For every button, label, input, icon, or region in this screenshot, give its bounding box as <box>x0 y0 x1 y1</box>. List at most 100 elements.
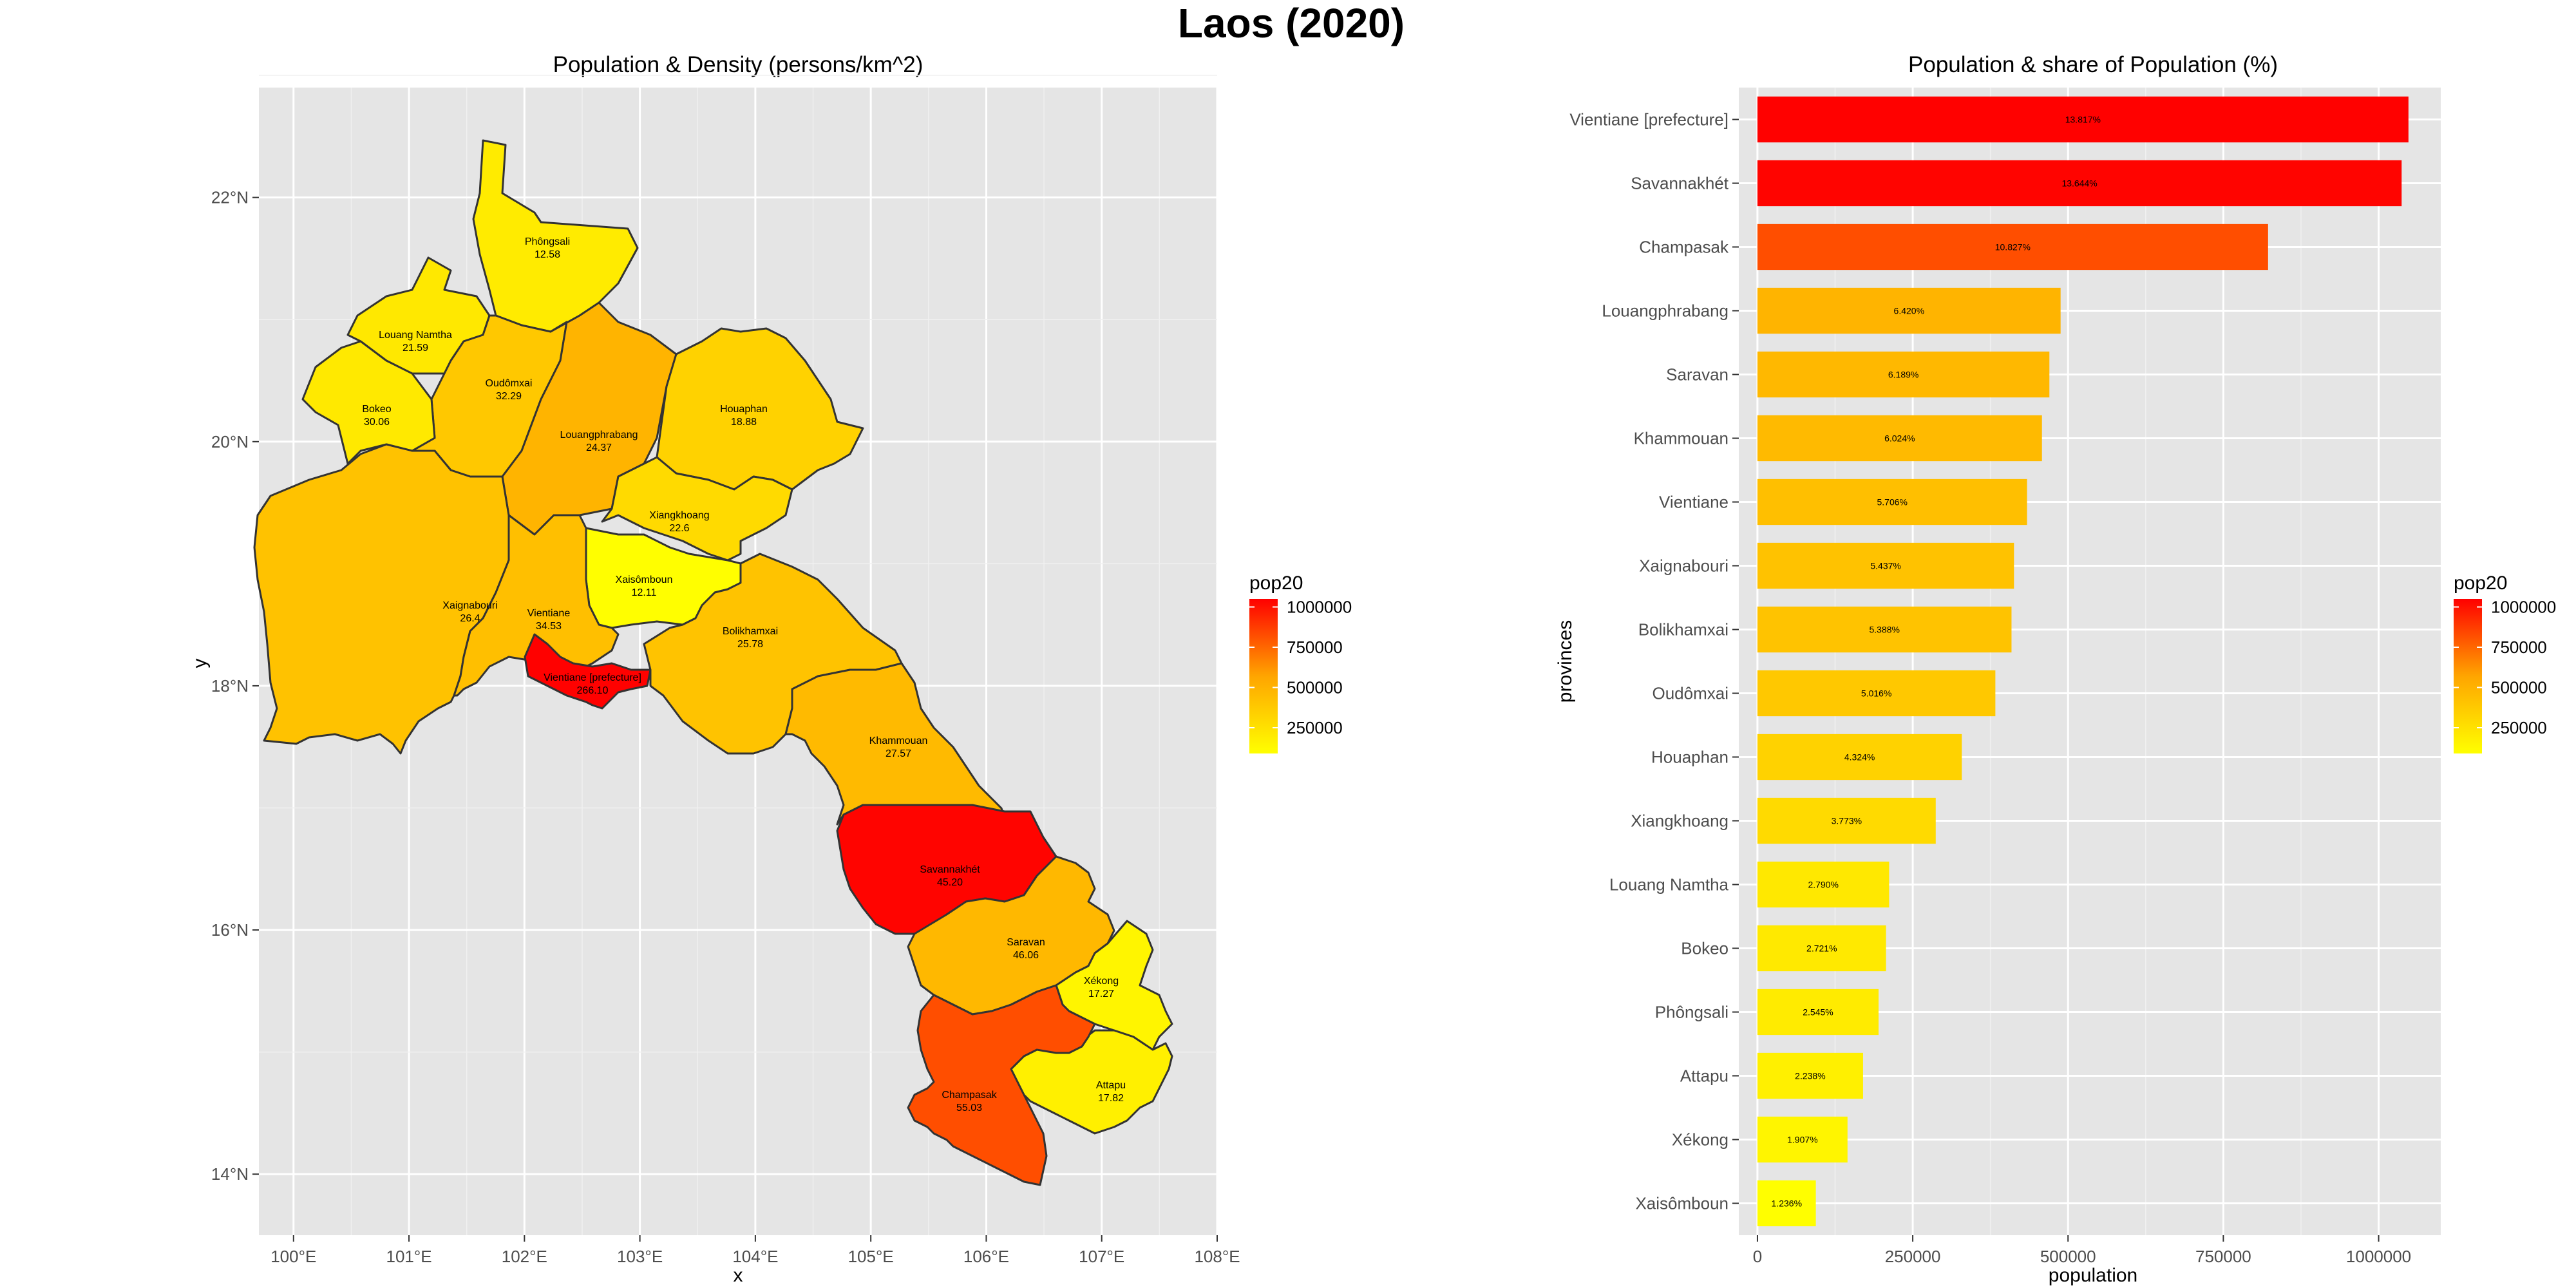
province-density-label: 12.58 <box>535 249 560 260</box>
province-xiangkhoang[interactable] <box>601 456 793 562</box>
bar[interactable] <box>1757 1052 1863 1099</box>
province-champasak[interactable] <box>907 984 1096 1186</box>
bar-share-label: 13.644% <box>2061 178 2097 189</box>
bar[interactable] <box>1757 670 1996 717</box>
bar-share-label: 5.016% <box>1861 688 1891 699</box>
bar[interactable] <box>1757 1180 1816 1227</box>
bar[interactable] <box>1757 415 2042 462</box>
map-x-tick-label: 108°E <box>1194 1247 1240 1266</box>
province-density-label: 26.4 <box>460 613 480 624</box>
bar-category-label: Bokeo <box>1681 939 1728 958</box>
bar-y-axis-title: provinces <box>1555 620 1576 703</box>
bar-share-label: 6.420% <box>1894 306 1924 316</box>
province-density-label: 55.03 <box>956 1103 982 1113</box>
bar[interactable] <box>1757 1116 1848 1163</box>
bar[interactable] <box>1757 861 1889 908</box>
province-vientiane-prefecture[interactable] <box>524 633 652 710</box>
bar-share-label: 4.324% <box>1844 752 1875 762</box>
province-name-label: Xékong <box>1084 976 1119 987</box>
legend-tick-label: 750000 <box>1287 638 1343 657</box>
province-density-label: 25.78 <box>737 639 763 650</box>
map-x-tick-label: 107°E <box>1079 1247 1124 1266</box>
province-name-label: Saravan <box>1007 937 1045 948</box>
bar-share-label: 1.236% <box>1772 1198 1802 1209</box>
bar-category-label: Saravan <box>1666 365 1728 384</box>
legend-tick-label: 1000000 <box>2491 598 2556 617</box>
province-name-label: Savannakhét <box>920 864 980 875</box>
bar-x-axis: 0 250000 500000 750000 1000000 <box>1753 1235 2411 1266</box>
map-regions <box>253 139 1173 1186</box>
province-density-label: 17.27 <box>1088 989 1114 999</box>
bar-x-tick-label: 500000 <box>2040 1247 2096 1266</box>
bar-share-label: 6.189% <box>1888 370 1918 380</box>
map-x-tick-label: 102°E <box>502 1247 547 1266</box>
bar-category-label: Xékong <box>1672 1130 1728 1150</box>
bar[interactable] <box>1757 287 2061 334</box>
province-name-label: Vientiane [prefecture] <box>544 672 641 683</box>
bar-share-label: 2.721% <box>1806 943 1837 954</box>
province-name-label: Khammouan <box>869 735 928 746</box>
bar-category-label: Savannakhét <box>1631 174 1729 193</box>
map-legend: pop20 1000000 750000 500000 250000 <box>1249 573 1352 753</box>
province-density-label: 12.11 <box>632 587 657 598</box>
province-name-label: Vientiane <box>527 608 571 619</box>
bar-x-tick-label: 750000 <box>2195 1247 2251 1266</box>
bar-category-label: Attapu <box>1680 1066 1728 1086</box>
bar-category-label: Khammouan <box>1634 429 1728 448</box>
map-y-tick-label: 22°N <box>211 188 249 207</box>
bar-x-axis-title: population <box>2049 1265 2137 1286</box>
bar-legend-colorbar <box>2454 599 2482 753</box>
province-density-label: 18.88 <box>731 417 757 428</box>
province-name-label: Louangphrabang <box>560 430 638 440</box>
bar[interactable] <box>1757 223 2268 270</box>
map-x-tick-label: 105°E <box>848 1247 894 1266</box>
map-x-axis: 100°E 101°E 102°E 103°E 104°E 105°E 106°E 107°E… <box>270 1235 1240 1266</box>
bar-chart: Population & share of Population (%) 13.… <box>1555 52 2441 1286</box>
bar-share-label: 2.238% <box>1795 1071 1825 1081</box>
bar-category-label: Vientiane [prefecture] <box>1569 110 1728 129</box>
province-name-label: Attapu <box>1096 1080 1126 1091</box>
bar[interactable] <box>1757 734 1962 781</box>
province-name-label: Xiangkhoang <box>649 510 709 521</box>
bar-category-label: Louangphrabang <box>1602 301 1728 321</box>
map-y-tick-label: 20°N <box>211 432 249 451</box>
bar-bars <box>1757 96 2409 1227</box>
map-y-axis-title: y <box>189 659 211 668</box>
bar-category-label: Bolikhamxai <box>1638 620 1728 639</box>
bar[interactable] <box>1757 542 2014 589</box>
main-title: Laos (2020) <box>1178 0 1405 46</box>
province-name-label: Xaisômboun <box>616 574 673 585</box>
bar[interactable] <box>1757 160 2402 207</box>
bar-category-label: Vientiane <box>1659 493 1728 512</box>
province-density-label: 22.6 <box>669 523 689 534</box>
bar-share-label: 13.817% <box>2065 115 2101 125</box>
bar[interactable] <box>1757 96 2409 143</box>
province-bokeo[interactable] <box>301 340 436 465</box>
bar-share-label: 5.388% <box>1869 625 1899 635</box>
bar-category-label: Oudômxai <box>1653 684 1729 703</box>
province-density-label: 45.20 <box>937 877 963 888</box>
map-y-tick-label: 18°N <box>211 676 249 696</box>
map-x-tick-label: 106°E <box>963 1247 1009 1266</box>
bar-share-label: 1.907% <box>1787 1135 1817 1145</box>
bar[interactable] <box>1757 606 2012 653</box>
province-density-label: 30.06 <box>364 417 390 428</box>
bar[interactable] <box>1757 351 2050 398</box>
bar-category-label: Xaisômboun <box>1635 1194 1728 1213</box>
province-name-label: Phôngsali <box>525 236 570 247</box>
bar-x-tick-label: 250000 <box>1885 1247 1941 1266</box>
map-legend-title: pop20 <box>1249 573 1303 594</box>
map-labels: Phôngsali 12.58 Louang Namtha 21.59 Oudômxai… <box>362 236 1126 1113</box>
bar[interactable] <box>1757 925 1886 972</box>
bar[interactable] <box>1757 989 1879 1036</box>
map-y-tick-label: 16°N <box>211 920 249 940</box>
bar-share-label: 10.827% <box>1995 242 2031 252</box>
legend-tick-label: 1000000 <box>1287 598 1352 617</box>
province-name-label: Houaphan <box>720 404 768 415</box>
bar[interactable] <box>1757 797 1936 844</box>
province-name-label: Xaignabouri <box>442 600 497 611</box>
province-density-label: 21.59 <box>402 343 428 354</box>
bar[interactable] <box>1757 478 2027 526</box>
legend-tick-label: 250000 <box>1287 718 1343 737</box>
